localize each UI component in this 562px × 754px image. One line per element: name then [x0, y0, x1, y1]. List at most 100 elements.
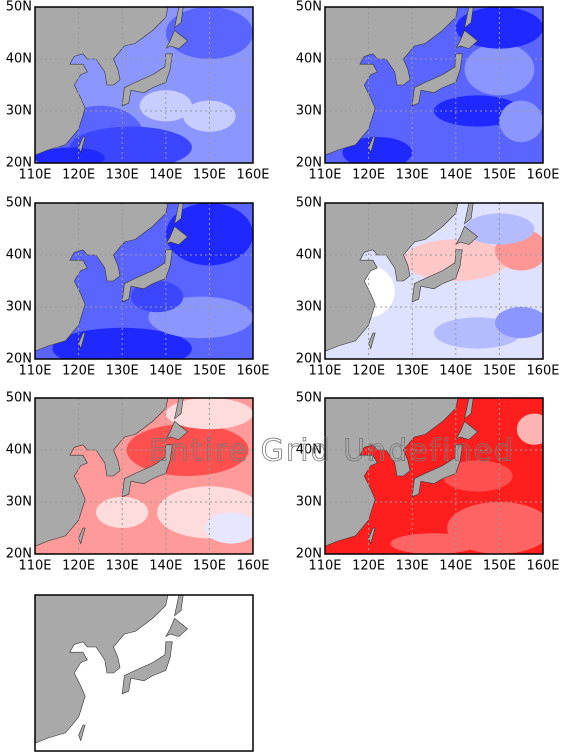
land [411, 444, 463, 498]
x-tick-label: 150E [193, 168, 226, 183]
x-tick-label: 110E [308, 168, 341, 183]
x-tick-label: 150E [483, 168, 516, 183]
land [164, 617, 189, 638]
land [121, 53, 173, 107]
land [174, 398, 184, 420]
map-field [35, 595, 253, 751]
land [368, 527, 376, 545]
y-tick-label: 30N [6, 300, 32, 315]
map-frame [324, 202, 544, 360]
map-field [325, 203, 543, 359]
y-tick-label: 20N [296, 547, 322, 562]
map-field [35, 203, 253, 359]
map-panel: 110E 120E 130E 140E 150E 160E 20N 30N 40N 50N [6, 391, 270, 574]
field-contour [342, 137, 413, 163]
map-field [35, 398, 253, 554]
y-tick-label: 30N [6, 495, 32, 510]
field-contour [442, 460, 513, 492]
land [121, 641, 173, 695]
field-contour [183, 100, 236, 132]
land [454, 225, 479, 246]
land [174, 7, 184, 29]
land [121, 444, 173, 498]
land [78, 332, 86, 350]
land [164, 29, 189, 50]
y-tick-label: 40N [296, 443, 322, 458]
land [368, 332, 376, 350]
field-contour [35, 147, 105, 163]
map-panel: 110E 120E 130E 140E 150E 160E 20N 30N 40N 50N [296, 0, 560, 183]
map-field [325, 7, 543, 163]
x-tick-label: 140E [149, 559, 182, 574]
land [411, 249, 463, 303]
x-tick-label: 120E [352, 364, 385, 379]
x-tick-label: 120E [62, 559, 95, 574]
x-tick-label: 110E [18, 559, 51, 574]
y-tick-label: 40N [296, 248, 322, 263]
x-tick-label: 110E [308, 364, 341, 379]
land [411, 53, 463, 107]
x-tick-label: 150E [483, 364, 516, 379]
y-tick-label: 20N [296, 156, 322, 171]
y-tick-label: 20N [6, 156, 32, 171]
y-tick-label: 50N [296, 391, 322, 406]
x-tick-label: 140E [149, 168, 182, 183]
x-tick-label: 160E [236, 168, 269, 183]
map-frame [34, 594, 254, 752]
land [174, 203, 184, 225]
field-contour [516, 413, 543, 445]
field-contour [139, 90, 192, 122]
x-tick-label: 120E [352, 559, 385, 574]
field-contour [464, 43, 535, 96]
x-tick-label: 130E [106, 364, 139, 379]
land [454, 29, 479, 50]
land [121, 249, 173, 303]
x-tick-label: 150E [483, 559, 516, 574]
field-contour [205, 512, 253, 544]
field-contour [96, 496, 149, 528]
land [464, 203, 474, 225]
y-tick-label: 50N [296, 196, 322, 211]
land [174, 595, 184, 617]
y-tick-label: 30N [296, 104, 322, 119]
land [454, 420, 479, 441]
x-tick-label: 120E [352, 168, 385, 183]
map-panel: 110E 120E 130E 140E 150E 160E 20N 30N 40N 50N [296, 196, 560, 379]
y-tick-label: 40N [6, 52, 32, 67]
map-frame [34, 397, 254, 555]
x-tick-label: 160E [526, 168, 559, 183]
x-tick-label: 160E [236, 364, 269, 379]
land [164, 420, 189, 441]
y-tick-label: 50N [6, 0, 32, 15]
map-field [325, 398, 543, 554]
x-tick-label: 160E [526, 559, 559, 574]
y-tick-label: 40N [6, 443, 32, 458]
land [164, 225, 189, 246]
x-tick-label: 130E [396, 168, 429, 183]
x-tick-label: 150E [193, 364, 226, 379]
y-tick-label: 20N [296, 352, 322, 367]
x-tick-label: 130E [396, 559, 429, 574]
map-frame [34, 6, 254, 164]
land [78, 527, 86, 545]
map-panel: 110E 120E 130E 140E 150E 160E 20N 30N 40N 50N [6, 0, 270, 183]
y-tick-label: 30N [6, 104, 32, 119]
map-frame [34, 202, 254, 360]
y-tick-label: 40N [296, 52, 322, 67]
x-tick-label: 140E [439, 168, 472, 183]
x-tick-label: 110E [308, 559, 341, 574]
x-tick-label: 140E [149, 364, 182, 379]
map-field [35, 7, 253, 163]
land [464, 7, 474, 29]
land [35, 595, 169, 751]
x-tick-label: 110E [18, 168, 51, 183]
x-tick-label: 140E [439, 559, 472, 574]
x-tick-label: 130E [106, 559, 139, 574]
x-tick-label: 150E [193, 559, 226, 574]
x-tick-label: 160E [236, 559, 269, 574]
x-tick-label: 130E [106, 168, 139, 183]
land [368, 136, 376, 154]
map-panel: 110E 120E 130E 140E 150E 160E 20N 30N 40N 50N [6, 196, 270, 379]
map-panel: 110E 120E 130E 140E 150E 160E 20N 30N 40N 50N [296, 391, 560, 574]
